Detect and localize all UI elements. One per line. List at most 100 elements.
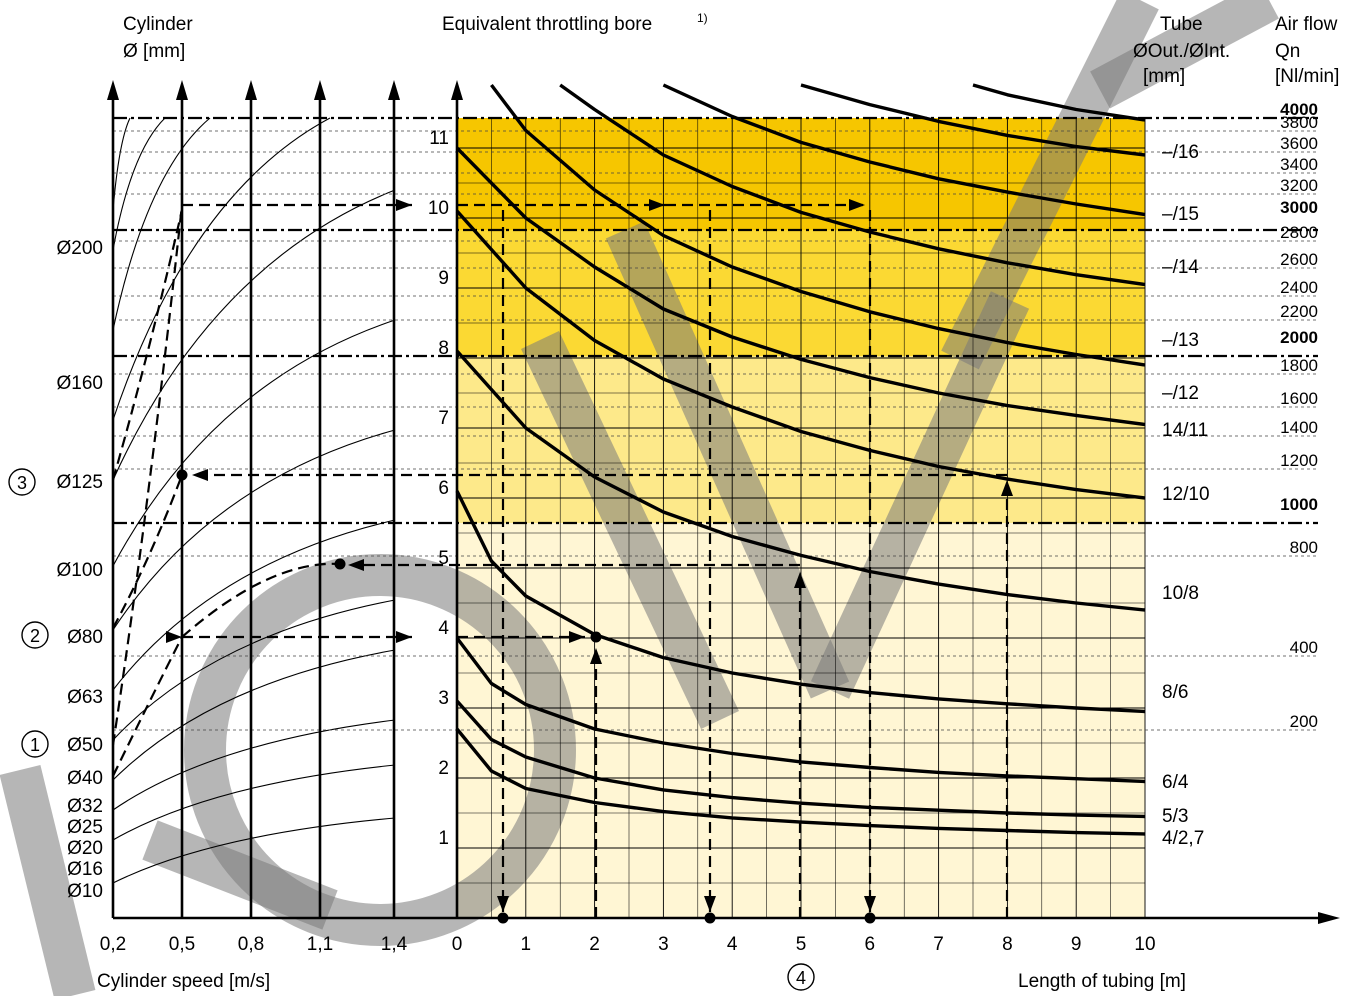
cylinder-curve bbox=[112, 649, 396, 781]
cylinder-header-line1: Cylinder bbox=[123, 14, 193, 35]
bore-tick-label: 8 bbox=[438, 338, 449, 359]
construction-arrowhead bbox=[864, 896, 876, 912]
tube-header-line3: [mm] bbox=[1143, 66, 1185, 87]
series-label: –/15 bbox=[1162, 204, 1199, 225]
speed-tick-label: 1,1 bbox=[307, 934, 333, 955]
series-line bbox=[662, 83, 1146, 217]
series-line bbox=[972, 83, 1146, 122]
cylinder-curve bbox=[112, 719, 396, 811]
airflow-tick-label: 2200 bbox=[1280, 302, 1318, 321]
cylinder-diameter-label: Ø20 bbox=[67, 838, 103, 859]
construction-dash bbox=[111, 209, 184, 481]
speed-tick-label: 0,5 bbox=[169, 934, 195, 955]
series-label: 12/10 bbox=[1162, 484, 1210, 505]
bore-tick-label: 1 bbox=[438, 828, 449, 849]
construction-arrowhead bbox=[1001, 480, 1013, 496]
construction-arrowhead bbox=[794, 572, 806, 588]
airflow-tick-label: 4000 bbox=[1280, 100, 1318, 119]
cylinder-curve bbox=[112, 117, 211, 331]
series-label: –/16 bbox=[1162, 142, 1199, 163]
marker-1: 1 bbox=[21, 730, 49, 758]
cylinder-curve bbox=[112, 599, 396, 741]
bore-tick-label: 10 bbox=[428, 198, 449, 219]
series-line bbox=[559, 83, 1146, 287]
airflow-tick-label: 3400 bbox=[1280, 155, 1318, 174]
watermark-stroke bbox=[941, 0, 1159, 370]
cylinder-curve bbox=[112, 319, 396, 567]
watermark-ring bbox=[184, 554, 576, 946]
watermark-stroke bbox=[0, 765, 96, 996]
length-axis-label: Length of tubing [m] bbox=[1018, 971, 1186, 992]
bore-tick-label: 7 bbox=[438, 408, 449, 429]
length-tick-label: 2 bbox=[589, 934, 600, 955]
construction-arrowhead bbox=[348, 559, 364, 571]
length-tick-label: 1 bbox=[521, 934, 532, 955]
speed-tick-label: 0,2 bbox=[100, 934, 126, 955]
marker-4-number: 4 bbox=[796, 968, 806, 988]
cylinder-curve bbox=[112, 764, 396, 841]
cylinder-curve bbox=[112, 117, 166, 251]
marker-2-number: 2 bbox=[30, 626, 40, 646]
construction-arrowhead bbox=[569, 631, 585, 643]
cylinder-diameter-label: Ø40 bbox=[67, 768, 103, 789]
cylinder-curve bbox=[112, 519, 396, 691]
construction-dash bbox=[112, 474, 184, 629]
speed-axis-arrow bbox=[176, 80, 188, 100]
airflow-tick-label: 2400 bbox=[1280, 278, 1318, 297]
marker-2: 2 bbox=[21, 621, 49, 649]
cylinder-curve bbox=[112, 117, 331, 421]
cylinder-header-line2: Ø [mm] bbox=[123, 41, 185, 62]
cylinder-diameter-label: Ø125 bbox=[57, 472, 103, 493]
series-line bbox=[455, 146, 1146, 427]
marker-3-number: 3 bbox=[17, 473, 27, 493]
marker-1-number: 1 bbox=[30, 735, 40, 755]
marker-3: 3 bbox=[8, 468, 36, 496]
airflow-tick-label: 2600 bbox=[1280, 250, 1318, 269]
marker-4: 4 bbox=[787, 963, 815, 991]
series-label: 5/3 bbox=[1162, 806, 1188, 827]
airflow-tick-label: 2000 bbox=[1280, 328, 1318, 347]
series-label: –/12 bbox=[1162, 383, 1199, 404]
cylinder-diameter-label: Ø16 bbox=[67, 859, 103, 880]
series-label: –/13 bbox=[1162, 330, 1199, 351]
bore-tick-label: 6 bbox=[438, 478, 449, 499]
speed-axis-arrow bbox=[314, 80, 326, 100]
cylinder-diameter-label: Ø10 bbox=[67, 881, 103, 902]
length-tick-label: 0 bbox=[452, 934, 463, 955]
tube-series-curves bbox=[455, 83, 1146, 836]
series-line bbox=[455, 636, 1146, 784]
series-line bbox=[455, 699, 1146, 819]
construction-arrowhead bbox=[192, 469, 208, 481]
airflow-tick-label: 3200 bbox=[1280, 176, 1318, 195]
cylinder-diameter-label: Ø50 bbox=[67, 735, 103, 756]
construction-arrowhead bbox=[849, 199, 865, 211]
length-tick-label: 10 bbox=[1134, 934, 1155, 955]
series-label: 10/8 bbox=[1162, 583, 1199, 604]
series-label: 6/4 bbox=[1162, 772, 1189, 793]
cylinder-diameter-label: Ø100 bbox=[57, 560, 103, 581]
series-line bbox=[455, 727, 1146, 836]
series-label: 4/2,7 bbox=[1162, 828, 1204, 849]
length-tick-label: 8 bbox=[1002, 934, 1013, 955]
airflow-tick-label: 3000 bbox=[1280, 198, 1318, 217]
airflow-tick-label: 1400 bbox=[1280, 418, 1318, 437]
construction-lines bbox=[111, 199, 1013, 924]
construction-dash bbox=[111, 204, 184, 746]
construction-arrowhead bbox=[497, 896, 509, 912]
series-line bbox=[455, 490, 1146, 714]
speed-axis-arrow bbox=[245, 80, 257, 100]
series-line bbox=[455, 349, 1146, 612]
speed-axis-arrow bbox=[107, 80, 119, 100]
construction-point bbox=[590, 631, 602, 643]
bore-tick-label: 3 bbox=[438, 688, 449, 709]
airflow-tick-label: 400 bbox=[1290, 638, 1318, 657]
watermark-stroke bbox=[1090, 0, 1279, 109]
length-axis-arrow bbox=[1318, 912, 1340, 924]
series-line bbox=[490, 83, 1146, 367]
bore-tick-label: 9 bbox=[438, 268, 449, 289]
airflow-header-line3: [Nl/min] bbox=[1275, 66, 1339, 87]
airflow-tick-label: 3600 bbox=[1280, 134, 1318, 153]
airflow-tick-label: 1200 bbox=[1280, 451, 1318, 470]
bore-title: Equivalent throttling bore bbox=[442, 14, 652, 35]
